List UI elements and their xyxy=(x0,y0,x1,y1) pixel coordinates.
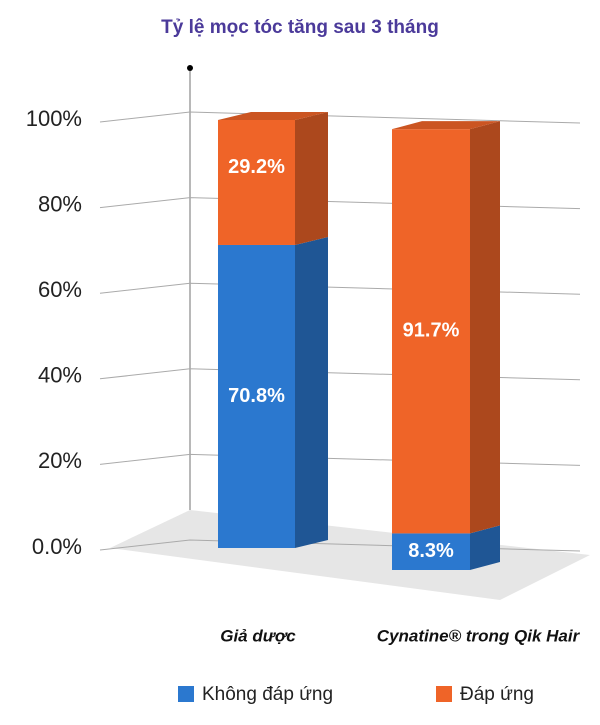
bar-segment xyxy=(392,129,470,534)
x-tick-label: Cynatine® trong Qik Hair xyxy=(377,626,581,645)
grid-line xyxy=(99,453,581,466)
y-tick-label: 20% xyxy=(38,448,82,473)
bar-segment xyxy=(218,120,295,245)
value-label: 91.7% xyxy=(403,320,460,342)
y-tick-label: 80% xyxy=(38,191,82,216)
axis-dot xyxy=(187,65,193,71)
y-tick-label: 0.0% xyxy=(32,534,82,559)
value-label: 29.2% xyxy=(228,156,285,178)
grid-line xyxy=(99,197,581,210)
y-tick-label: 100% xyxy=(26,106,82,131)
legend-label: Không đáp ứng xyxy=(202,684,333,705)
y-tick-label: 40% xyxy=(38,363,82,388)
grid-line xyxy=(99,111,581,124)
y-tick-label: 60% xyxy=(38,277,82,302)
bar-top xyxy=(218,112,328,120)
legend-label: Đáp ứng xyxy=(460,684,534,705)
legend-swatch xyxy=(436,686,452,702)
bar-top xyxy=(392,121,500,130)
floor xyxy=(110,510,590,600)
bar-side xyxy=(295,236,328,548)
legend-swatch xyxy=(178,686,194,702)
value-label: 70.8% xyxy=(228,385,285,407)
grid-line xyxy=(99,282,581,295)
bar-segment xyxy=(218,244,295,548)
bar-segment xyxy=(392,533,470,570)
bar-side xyxy=(470,121,500,534)
grid-line xyxy=(99,368,581,381)
bar-side xyxy=(470,525,500,570)
x-tick-label: Giả dược xyxy=(220,626,296,645)
value-label: 8.3% xyxy=(408,540,454,562)
bar-side xyxy=(295,112,328,245)
chart-title: Tỷ lệ mọc tóc tăng sau 3 tháng xyxy=(161,17,439,38)
